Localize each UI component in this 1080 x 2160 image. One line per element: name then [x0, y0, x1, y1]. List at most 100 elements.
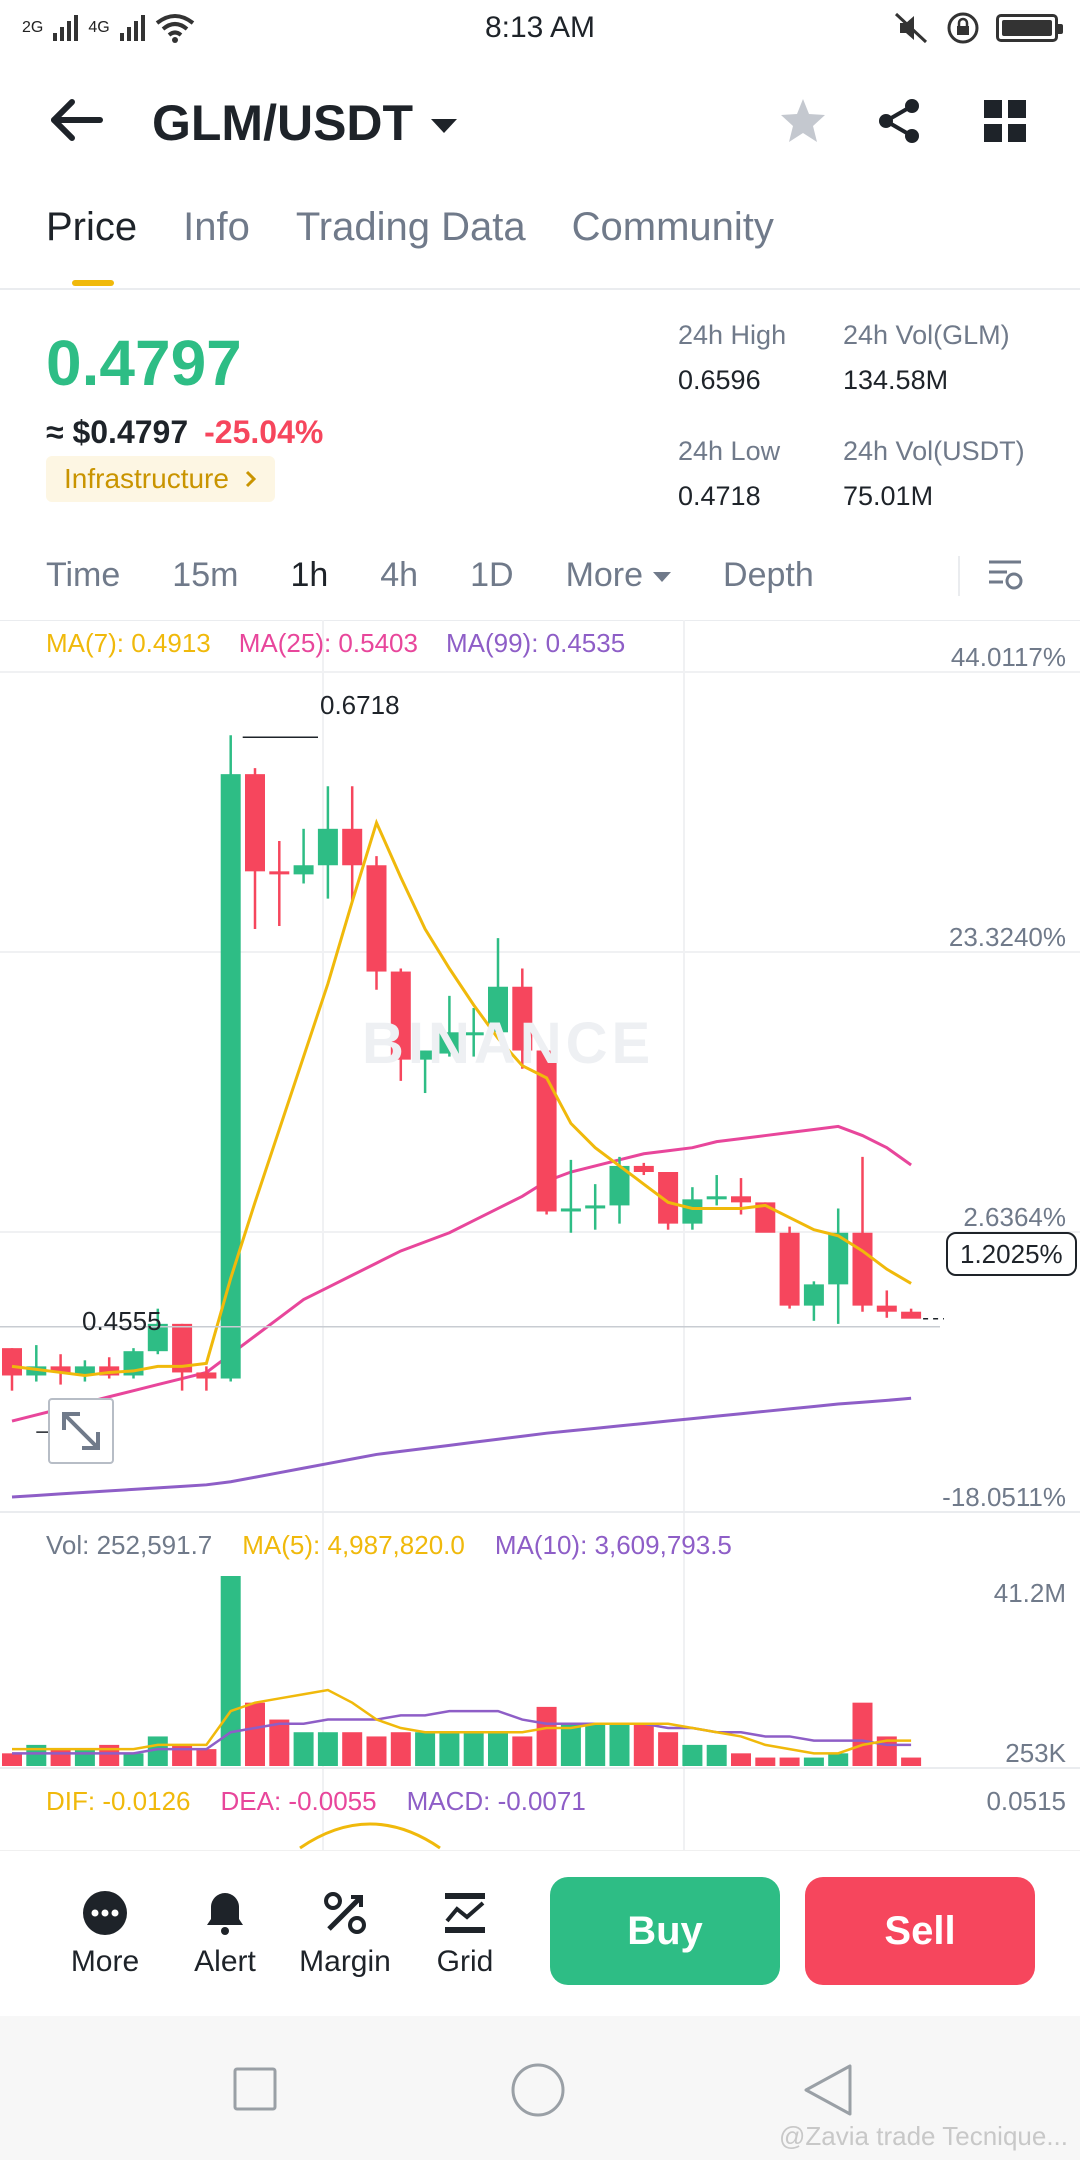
volume-bar	[536, 1706, 557, 1766]
candle-body	[633, 1165, 654, 1172]
signal-bars-icon	[53, 15, 79, 41]
mute-icon	[894, 12, 928, 44]
tab-info[interactable]: Info	[183, 205, 250, 249]
volume-bar	[731, 1753, 751, 1766]
wifi-icon	[155, 14, 194, 43]
tab-price[interactable]: Price	[46, 205, 138, 249]
candle-body	[172, 1323, 193, 1373]
axis-label-bottom: -18.0511%	[942, 1482, 1066, 1512]
caret-down-icon	[653, 572, 672, 583]
chart-settings-icon[interactable]	[985, 556, 1025, 596]
network-4g: 4G	[88, 19, 110, 36]
candle-body	[317, 828, 338, 866]
macd-legend: DIF: -0.0126 DEA: -0.0055 MACD: -0.0071	[46, 1786, 586, 1817]
system-nav-bar: @Zavia trade Tecnique...	[0, 2016, 1080, 2160]
candle-body	[706, 1196, 727, 1200]
interval-time[interactable]: Time	[46, 556, 121, 594]
grid-action-label: Grid	[436, 1945, 494, 1978]
square-icon[interactable]	[232, 2066, 278, 2112]
volume-bar	[50, 1749, 71, 1766]
candle-body	[342, 828, 363, 866]
volume-bar	[609, 1723, 630, 1766]
candle-body	[390, 971, 411, 1060]
volume-bar	[901, 1757, 922, 1766]
fullscreen-button[interactable]	[48, 1398, 114, 1464]
candle-body	[731, 1196, 751, 1203]
candle-body	[609, 1165, 630, 1206]
interval-1d[interactable]: 1D	[470, 556, 514, 594]
candle-body	[26, 1366, 47, 1376]
volume-legend: Vol: 252,591.7 MA(5): 4,987,820.0 MA(10)…	[46, 1530, 732, 1561]
triangle-icon[interactable]	[802, 2062, 854, 2118]
back-arrow-icon[interactable]	[46, 92, 106, 148]
stat-low-label: 24h Low	[678, 436, 781, 466]
candle-body	[901, 1311, 922, 1319]
interval-4h[interactable]: 4h	[380, 556, 419, 594]
circle-icon[interactable]	[510, 2062, 566, 2118]
dea-legend: DEA: -0.0055	[220, 1786, 377, 1816]
stats-col-2: 24h Vol(GLM) 134.58M 24h Vol(USDT) 75.01…	[843, 320, 1025, 512]
chevron-down-icon	[431, 119, 458, 133]
stat-vol-quote-label: 24h Vol(USDT)	[843, 436, 1025, 466]
header: GLM/USDT	[0, 70, 1080, 170]
signal-bars-icon-2	[119, 15, 145, 41]
candle-body	[2, 1348, 22, 1376]
margin-action[interactable]: Margin	[290, 1889, 400, 1979]
candle-body	[828, 1232, 849, 1285]
candle-body	[366, 865, 387, 972]
interval-more-label: More	[565, 556, 644, 594]
interval-more[interactable]: More	[565, 556, 672, 595]
tab-bar: Price Info Trading Data Community	[46, 205, 774, 250]
volume-bar	[269, 1719, 290, 1766]
ma-legend: MA(7): 0.4913 MA(25): 0.5403 MA(99): 0.4…	[46, 628, 625, 659]
more-dots-icon	[83, 1891, 127, 1935]
share-icon[interactable]	[874, 96, 924, 146]
stats-col-1: 24h High 0.6596 24h Low 0.4718	[678, 320, 786, 512]
more-action[interactable]: More	[50, 1889, 160, 1979]
macd-value-legend: MACD: -0.0071	[406, 1786, 586, 1816]
buy-button[interactable]: Buy	[550, 1877, 780, 1985]
action-bar: More Alert Margin Grid Buy Sell	[0, 1850, 1080, 2016]
interval-15m[interactable]: 15m	[172, 556, 239, 594]
sell-button[interactable]: Sell	[805, 1877, 1035, 1985]
macd-axis-label: 0.0515	[986, 1786, 1066, 1816]
tab-community[interactable]: Community	[571, 205, 774, 249]
more-action-label: More	[70, 1945, 140, 1978]
volume-bar	[293, 1732, 314, 1766]
stat-vol-base-value: 134.58M	[843, 365, 949, 395]
interval-depth[interactable]: Depth	[723, 556, 814, 594]
candle-body	[245, 774, 265, 872]
candle-body	[463, 1032, 484, 1036]
candle-body	[50, 1366, 71, 1373]
volume-bar	[512, 1736, 533, 1766]
ma7-legend: MA(7): 0.4913	[46, 628, 211, 658]
candle-body	[560, 1208, 581, 1212]
candle-body	[779, 1232, 800, 1306]
volume-bar	[633, 1723, 654, 1766]
tab-trading-data[interactable]: Trading Data	[295, 205, 526, 249]
high-marker-label: 0.6718	[320, 690, 400, 720]
category-tag[interactable]: Infrastructure	[46, 456, 275, 502]
grid-action[interactable]: Grid	[410, 1889, 520, 1979]
star-icon[interactable]	[778, 96, 828, 146]
ma7-line	[11, 818, 912, 1377]
volume-bar	[2, 1753, 22, 1766]
interval-1h[interactable]: 1h	[290, 556, 329, 594]
candle-body	[852, 1232, 873, 1306]
grid-menu-icon[interactable]	[980, 96, 1030, 146]
price-chart[interactable]	[0, 620, 1080, 1850]
volume-bar	[779, 1757, 800, 1766]
candle-body	[439, 1032, 460, 1054]
alert-action[interactable]: Alert	[170, 1889, 280, 1979]
candle-body	[512, 986, 533, 1051]
pair-selector[interactable]: GLM/USDT	[152, 94, 458, 152]
grid-bot-icon	[445, 1893, 485, 1933]
usd-price: ≈ $0.4797	[46, 414, 189, 450]
candle-body	[488, 986, 508, 1033]
vol-axis-bottom: 253K	[1005, 1738, 1066, 1768]
alert-action-label: Alert	[194, 1945, 256, 1978]
ma25-line	[11, 1124, 912, 1423]
volume-bar	[560, 1723, 581, 1766]
ma99-line	[11, 1396, 912, 1499]
active-tab-indicator	[72, 280, 114, 286]
